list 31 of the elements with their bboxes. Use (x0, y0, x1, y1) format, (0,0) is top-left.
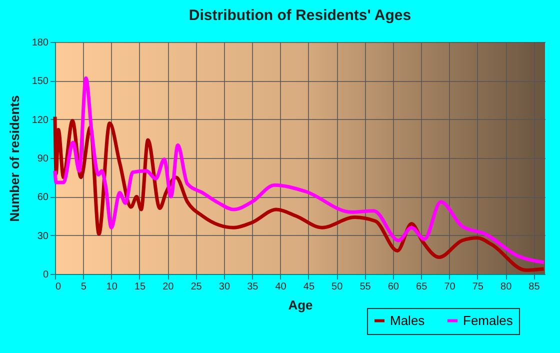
legend-label: Males (390, 312, 426, 328)
x-tick-label: 30 (218, 282, 230, 292)
y-tick-label: 150 (32, 76, 49, 88)
x-tick-label: 15 (134, 282, 146, 292)
x-tick-label: 5 (80, 282, 87, 292)
x-tick-label: 40 (275, 282, 287, 292)
x-tick-label: 35 (247, 282, 259, 292)
x-tick-label: 0 (56, 282, 62, 292)
y-tick-label: 180 (32, 38, 49, 48)
line-series (53, 76, 546, 264)
legend-label: Females (463, 312, 514, 328)
x-tick-label: 50 (332, 282, 344, 292)
y-tick-label: 60 (37, 192, 49, 204)
x-tick-label: 60 (388, 282, 400, 292)
y-tick-label: 120 (32, 114, 49, 126)
x-tick-label: 85 (528, 282, 540, 292)
x-tick-label: 20 (162, 282, 174, 292)
chart-title: Distribution of Residents' Ages (188, 7, 412, 24)
x-tick-label: 80 (500, 282, 512, 292)
x-tick-label: 55 (360, 282, 372, 292)
x-tick-label: 70 (444, 282, 456, 292)
x-axis-title: Age (288, 298, 313, 312)
x-tick-label: 25 (190, 282, 202, 292)
y-axis-title: Number of residents (6, 95, 22, 222)
x-tick-label: 65 (416, 282, 428, 292)
x-tick-label: 45 (303, 282, 315, 292)
x-tick-label: 75 (472, 282, 484, 292)
y-tick-label: 90 (37, 154, 49, 164)
x-tick-label: 10 (106, 282, 118, 292)
y-tick-label: 30 (37, 230, 49, 242)
y-tick-label: 0 (42, 270, 49, 280)
